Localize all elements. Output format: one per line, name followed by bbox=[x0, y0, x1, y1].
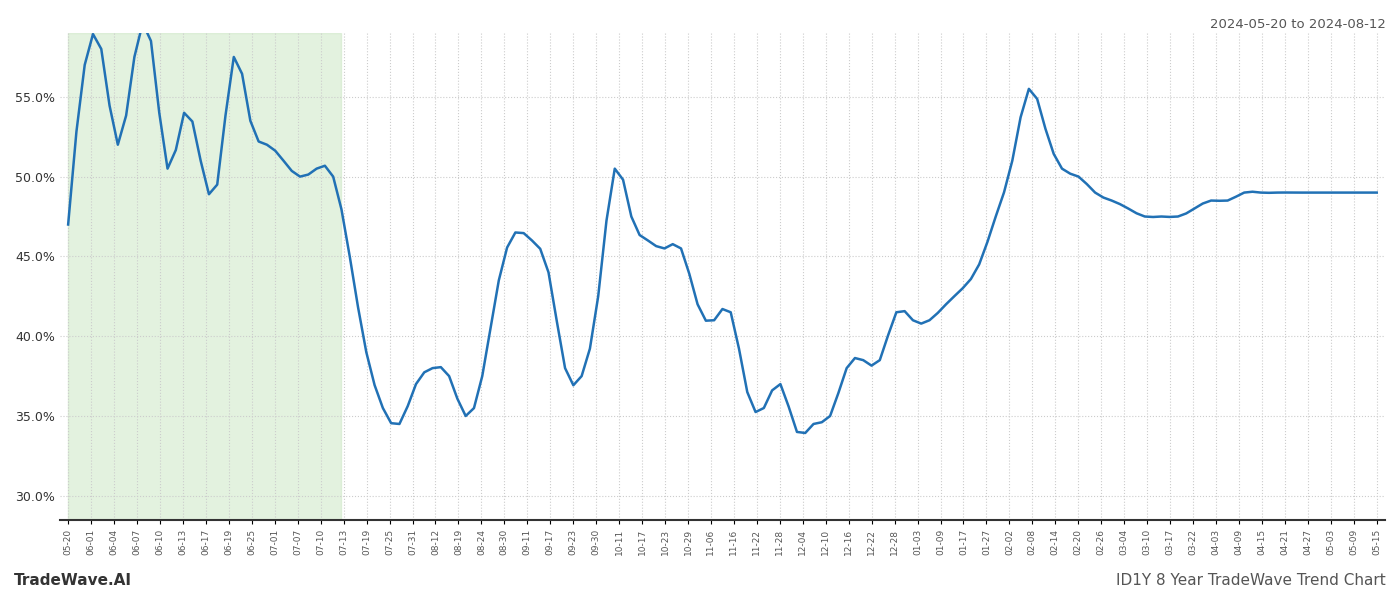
Bar bbox=[69, 33, 342, 520]
Text: 2024-05-20 to 2024-08-12: 2024-05-20 to 2024-08-12 bbox=[1210, 18, 1386, 31]
Text: ID1Y 8 Year TradeWave Trend Chart: ID1Y 8 Year TradeWave Trend Chart bbox=[1116, 573, 1386, 588]
Text: TradeWave.AI: TradeWave.AI bbox=[14, 573, 132, 588]
